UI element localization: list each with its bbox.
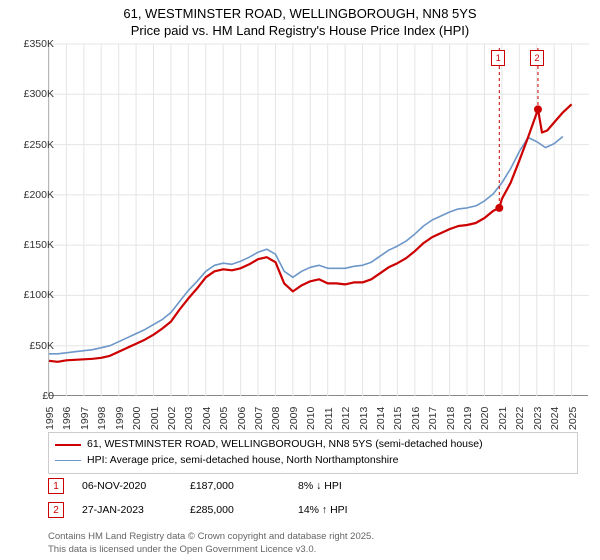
- xtick-label: 2023: [532, 407, 544, 430]
- xtick-label: 2024: [549, 407, 561, 430]
- sale-pct-1: 8% ↓ HPI: [298, 480, 388, 492]
- xtick-label: 2007: [253, 407, 265, 430]
- marker-badge-1: 1: [491, 50, 505, 66]
- sale-pct-2: 14% ↑ HPI: [298, 504, 388, 516]
- ytick-label: £350K: [24, 38, 54, 50]
- xtick-label: 2020: [479, 407, 491, 430]
- ytick-label: £50K: [29, 340, 54, 352]
- xtick-label: 2025: [567, 407, 579, 430]
- legend-label-hpi: HPI: Average price, semi-detached house,…: [87, 453, 398, 469]
- plot-area: [48, 44, 588, 396]
- chart-container: { "title": { "line1": "61, WESTMINSTER R…: [0, 0, 600, 560]
- xtick-label: 1998: [96, 407, 108, 430]
- legend-row-hpi: HPI: Average price, semi-detached house,…: [55, 453, 571, 469]
- xtick-label: 2008: [270, 407, 282, 430]
- ytick-label: £250K: [24, 139, 54, 151]
- credits-line1: Contains HM Land Registry data © Crown c…: [48, 531, 374, 543]
- sale-badge-1: 1: [48, 478, 64, 494]
- sale-price-2: £285,000: [190, 504, 280, 516]
- xtick-label: 2021: [497, 407, 509, 430]
- sale-price-1: £187,000: [190, 480, 280, 492]
- marker-badge-2: 2: [530, 50, 544, 66]
- xtick-label: 1999: [114, 407, 126, 430]
- sale-row-2: 2 27-JAN-2023 £285,000 14% ↑ HPI: [48, 502, 388, 518]
- xtick-label: 2019: [462, 407, 474, 430]
- legend-label-property: 61, WESTMINSTER ROAD, WELLINGBOROUGH, NN…: [87, 437, 483, 453]
- ytick-label: £0: [42, 390, 54, 402]
- xtick-label: 2005: [218, 407, 230, 430]
- xtick-label: 2014: [375, 407, 387, 430]
- legend-swatch-hpi: [55, 460, 81, 461]
- line-svg: [49, 44, 589, 396]
- ytick-label: £200K: [24, 189, 54, 201]
- legend-row-property: 61, WESTMINSTER ROAD, WELLINGBOROUGH, NN…: [55, 437, 571, 453]
- title-subtitle: Price paid vs. HM Land Registry's House …: [0, 23, 600, 40]
- credits: Contains HM Land Registry data © Crown c…: [48, 531, 374, 556]
- xtick-label: 2010: [305, 407, 317, 430]
- credits-line2: This data is licensed under the Open Gov…: [48, 544, 374, 556]
- xtick-label: 2012: [340, 407, 352, 430]
- xtick-label: 2015: [392, 407, 404, 430]
- xtick-label: 2011: [323, 407, 335, 430]
- legend: 61, WESTMINSTER ROAD, WELLINGBOROUGH, NN…: [48, 432, 578, 474]
- xtick-label: 2002: [166, 407, 178, 430]
- ytick-label: £100K: [24, 289, 54, 301]
- sale-date-2: 27-JAN-2023: [82, 504, 172, 516]
- chart-title-block: 61, WESTMINSTER ROAD, WELLINGBOROUGH, NN…: [0, 0, 600, 42]
- xtick-label: 2001: [149, 407, 161, 430]
- sale-date-1: 06-NOV-2020: [82, 480, 172, 492]
- xtick-label: 2016: [410, 407, 422, 430]
- sale-row-1: 1 06-NOV-2020 £187,000 8% ↓ HPI: [48, 478, 388, 494]
- xtick-label: 1995: [44, 407, 56, 430]
- xtick-label: 1997: [79, 407, 91, 430]
- sale-badge-2: 2: [48, 502, 64, 518]
- xtick-label: 2017: [427, 407, 439, 430]
- xtick-label: 2018: [445, 407, 457, 430]
- xtick-label: 2022: [514, 407, 526, 430]
- legend-swatch-property: [55, 444, 81, 446]
- ytick-label: £150K: [24, 239, 54, 251]
- xtick-label: 2004: [201, 407, 213, 430]
- ytick-label: £300K: [24, 88, 54, 100]
- xtick-label: 2009: [288, 407, 300, 430]
- title-address: 61, WESTMINSTER ROAD, WELLINGBOROUGH, NN…: [0, 6, 600, 23]
- xtick-label: 2003: [183, 407, 195, 430]
- xtick-label: 1996: [61, 407, 73, 430]
- xtick-label: 2000: [131, 407, 143, 430]
- xtick-label: 2006: [236, 407, 248, 430]
- xtick-label: 2013: [358, 407, 370, 430]
